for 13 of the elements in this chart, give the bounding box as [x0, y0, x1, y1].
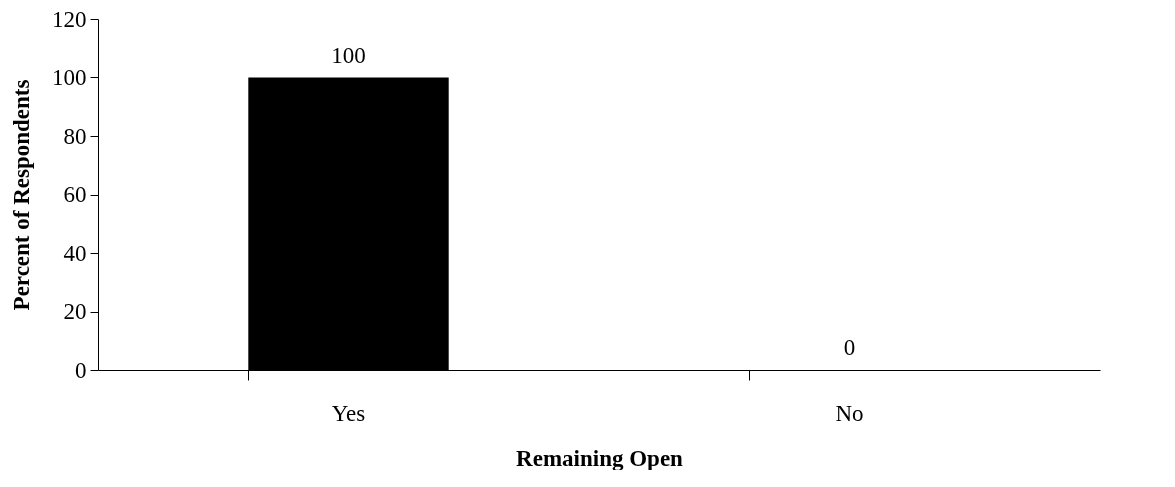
y-tick-label: 60: [63, 182, 87, 207]
y-tick-label: 0: [75, 357, 87, 383]
y-tick-label: 120: [52, 6, 87, 32]
x-tick-label: No: [835, 400, 864, 426]
data-label: 0: [843, 335, 856, 360]
y-tick-label: 40: [63, 240, 87, 266]
y-tick-label: 80: [63, 123, 87, 149]
y-tick-label: 100: [52, 65, 87, 90]
y-tick-label: 20: [63, 299, 87, 324]
data-label: 100: [331, 42, 366, 68]
y-axis-title: Percent of Respondents: [9, 79, 34, 311]
x-axis-title: Remaining Open: [516, 445, 684, 471]
x-tick-label: Yes: [331, 400, 366, 426]
